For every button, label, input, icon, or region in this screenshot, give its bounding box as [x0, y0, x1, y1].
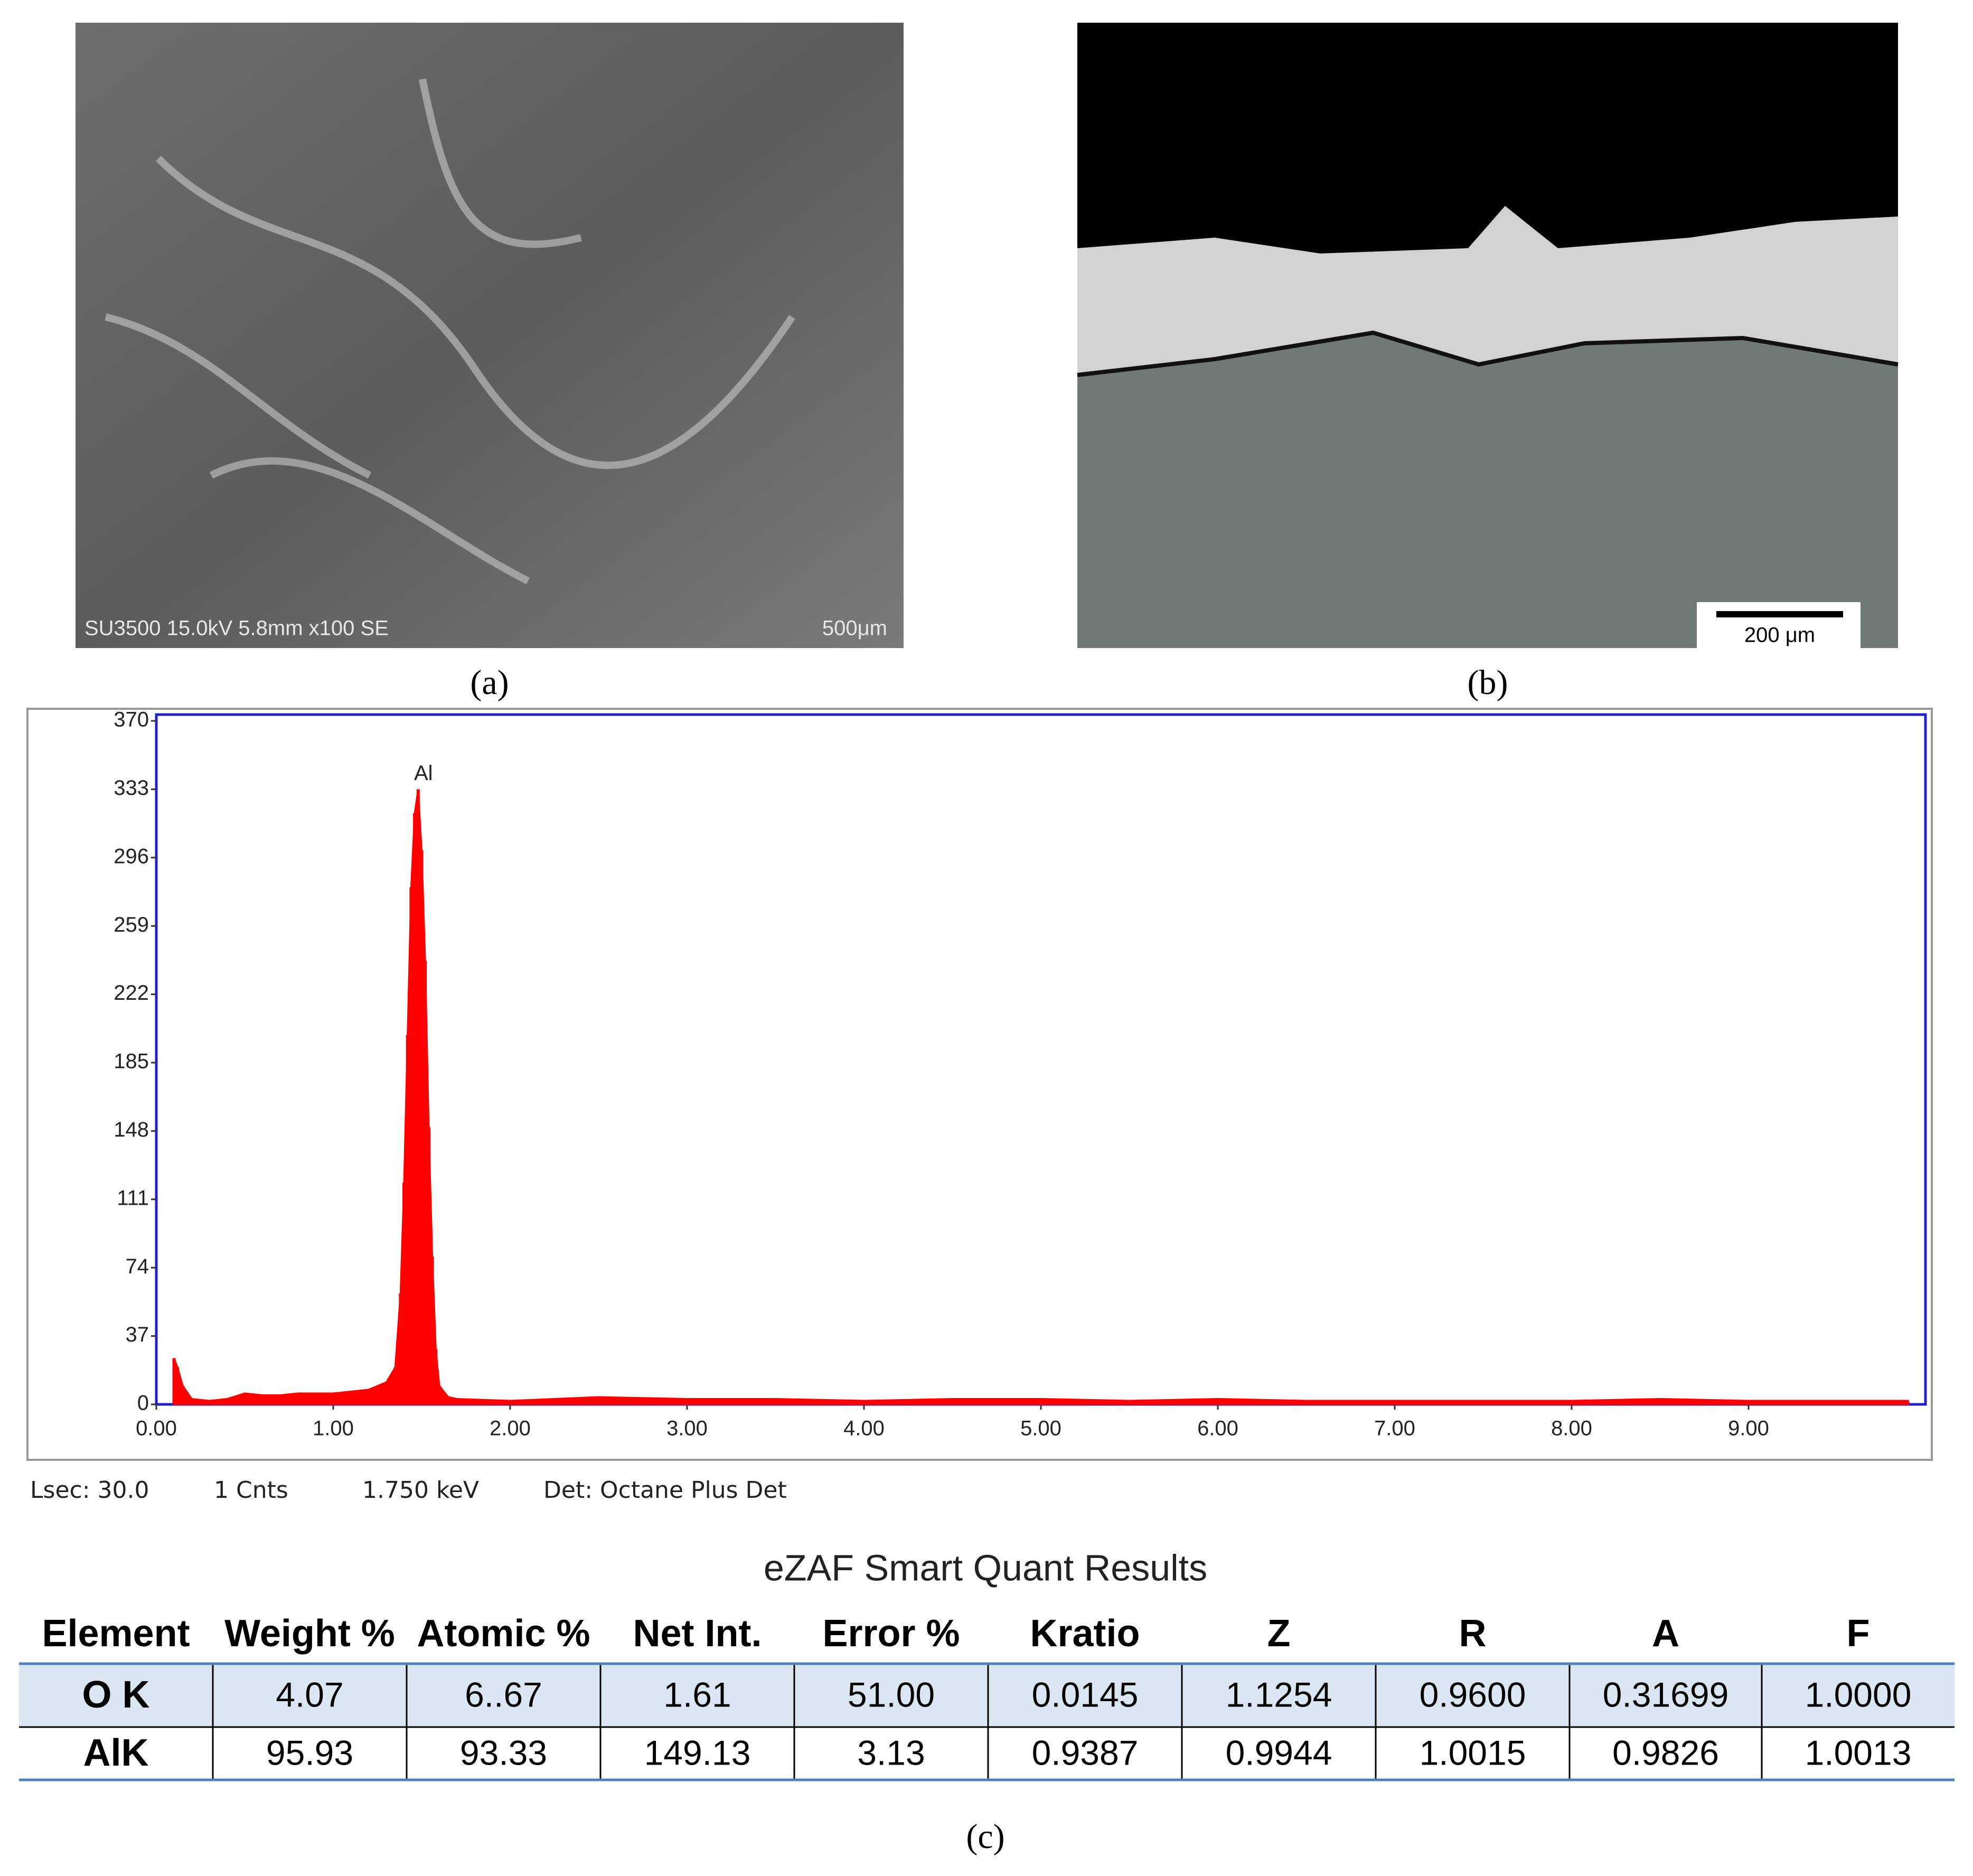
cell: 4.07 [276, 1675, 343, 1714]
x-tick-label: 4.00 [843, 1417, 885, 1440]
cell: 149.13 [644, 1733, 751, 1772]
cell: 0.9826 [1612, 1733, 1719, 1772]
cell: 0.9387 [1032, 1733, 1139, 1772]
y-tick-label: 0 [137, 1392, 149, 1415]
cell: 93.33 [460, 1733, 547, 1772]
x-tick-label: 9.00 [1728, 1417, 1769, 1440]
cell: 6..67 [465, 1675, 542, 1714]
x-tick-label: 1.00 [313, 1417, 354, 1440]
x-tick-label: 2.00 [490, 1417, 531, 1440]
x-tick-label: 7.00 [1374, 1417, 1415, 1440]
cell: 51.00 [848, 1675, 935, 1714]
spectrum: 0 37 74 111 148 185 222 259 296 333 370 0.00 1.00 2.0… [114, 708, 1910, 1440]
cell: 0.9600 [1420, 1675, 1526, 1714]
column-header: A [1652, 1612, 1679, 1655]
spectrum-info: Lsec: 30.0 [30, 1477, 149, 1504]
x-tick-label: 8.00 [1551, 1417, 1592, 1440]
y-tick-label: 259 [114, 913, 149, 936]
cell: 0.9944 [1226, 1733, 1332, 1772]
sem-scale: 500μm [822, 617, 887, 640]
y-tick-label: 74 [126, 1255, 149, 1278]
y-tick-label: 111 [117, 1186, 149, 1209]
column-header: Z [1267, 1612, 1291, 1655]
column-header: Kratio [1030, 1612, 1140, 1655]
cell: 95.93 [266, 1733, 353, 1772]
column-header: Element [42, 1612, 190, 1655]
column-header: Weight % [224, 1612, 395, 1655]
cell: 0.31699 [1603, 1675, 1729, 1714]
cell: 1.61 [663, 1675, 731, 1714]
column-header: R [1459, 1612, 1487, 1655]
chart-frame [26, 708, 1933, 1461]
spectrum-info: 1.750 keV [362, 1477, 479, 1504]
cell: AlK [83, 1732, 149, 1774]
y-tick-label: 222 [114, 981, 149, 1005]
y-tick-label: 333 [114, 776, 149, 800]
sem-image [76, 23, 904, 648]
x-tick-label: 6.00 [1197, 1417, 1238, 1440]
y-tick-label: 296 [114, 845, 149, 868]
panel-label: (c) [966, 1817, 1004, 1856]
panel-label: (b) [1468, 663, 1508, 702]
y-tick-label: 37 [126, 1323, 149, 1346]
column-header: Atomic % [417, 1612, 590, 1655]
spectrum-info: Det: Octane Plus Det [543, 1477, 787, 1504]
sem-info: SU3500 15.0kV 5.8mm x100 SE [84, 617, 389, 640]
cell: 1.0000 [1805, 1675, 1912, 1714]
row-bg [19, 1664, 1955, 1727]
column-header: Net Int. [633, 1612, 762, 1655]
cell: 1.0013 [1805, 1733, 1912, 1772]
cell: 0.0145 [1032, 1675, 1139, 1714]
panel-label: (a) [470, 663, 509, 702]
x-tick-label: 5.00 [1020, 1417, 1061, 1440]
scale-label: 200 μm [1744, 624, 1815, 647]
panel-b: 200 μm (b) [1077, 23, 1899, 702]
x-tick-label: 3.00 [666, 1417, 708, 1440]
cell: O K [82, 1674, 149, 1716]
column-header: F [1847, 1612, 1870, 1655]
y-tick-label: 185 [114, 1050, 149, 1073]
spectrum-info: 1 Cnts [214, 1477, 288, 1504]
y-tick-label: 370 [114, 708, 149, 731]
peak-label: Al [414, 762, 433, 785]
x-tick-label: 0.00 [136, 1417, 177, 1440]
column-header: Error % [822, 1612, 960, 1655]
cell: 1.1254 [1226, 1675, 1332, 1714]
spectrum-envelope [173, 789, 1909, 1405]
table-title: eZAF Smart Quant Results [764, 1547, 1207, 1588]
cell: 3.13 [857, 1733, 925, 1772]
panel-a: SU3500 15.0kV 5.8mm x100 SE 500μm (a) [76, 23, 904, 702]
y-tick-label: 148 [114, 1118, 149, 1141]
cell: 1.0015 [1420, 1733, 1526, 1772]
table: eZAF Smart Quant Results Element Weight %… [19, 1547, 1955, 1781]
